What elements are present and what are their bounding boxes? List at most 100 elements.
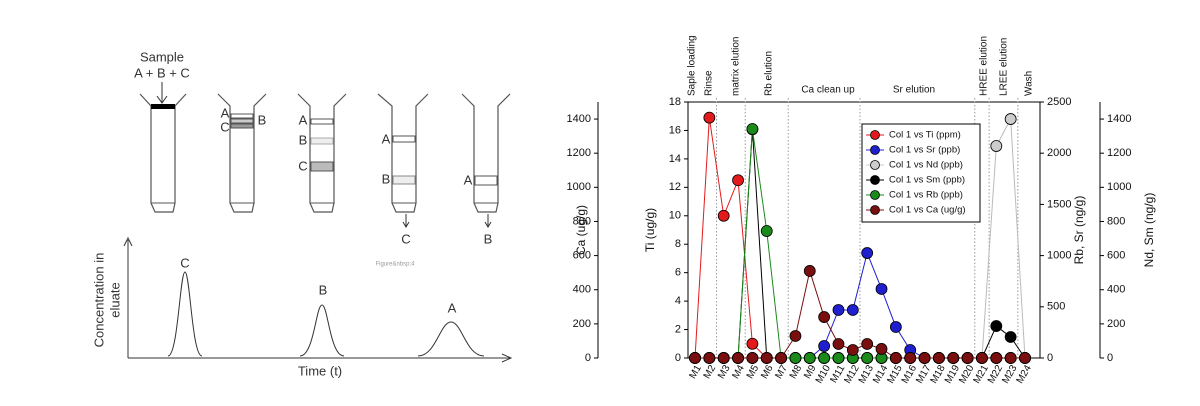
column [297, 93, 347, 213]
arrow-head [156, 95, 168, 104]
data-point [717, 209, 730, 222]
data-point [832, 304, 845, 316]
data-point [846, 344, 859, 356]
data-point [818, 340, 831, 352]
y-tick-label: 14 [669, 153, 681, 165]
band [474, 175, 498, 186]
mixture-label: A + B + C [134, 65, 190, 80]
data-point [1019, 352, 1031, 364]
data-point [1004, 352, 1017, 364]
y-tick-label: 600 [1107, 250, 1125, 262]
peak-label: C [180, 255, 189, 270]
x-tick-label: M5 [745, 363, 762, 381]
data-point [803, 352, 816, 364]
section-label: Saple loading [687, 35, 698, 96]
y-tick-label: 1000 [1047, 250, 1071, 262]
y-tick-label: 1500 [1047, 198, 1071, 210]
x-tick-label: M24 [1015, 363, 1034, 386]
y-tick-label: 8 [675, 238, 681, 250]
legend-marker [870, 145, 880, 155]
data-point [689, 352, 701, 364]
band-label: A [464, 172, 473, 187]
data-point [976, 352, 988, 364]
y-tick-label: 400 [1107, 284, 1125, 296]
data-point [933, 352, 945, 364]
data-point [861, 338, 874, 350]
arrow-head [484, 221, 492, 228]
y-tick-label: 2500 [1047, 96, 1071, 108]
legend-label: Col 1 vs Nd (ppb) [889, 160, 963, 171]
section-label: Rb elution [764, 51, 775, 96]
section-label: Sr elution [893, 85, 935, 96]
data-point [732, 352, 744, 364]
x-tick-label: M8 [788, 363, 805, 381]
legend-label: Col 1 vs Ti (ppm) [889, 130, 961, 141]
y-tick-label: 0 [1047, 352, 1053, 364]
band-label: C [298, 158, 307, 173]
y-tick-label: 200 [573, 318, 591, 330]
data-point [990, 320, 1003, 332]
band-label: A [299, 112, 308, 127]
y-tick-label: 1200 [567, 147, 591, 159]
data-point [703, 352, 716, 364]
data-point [990, 140, 1003, 152]
x-tick-label: M7 [773, 363, 790, 381]
sample-band [151, 104, 175, 109]
section-label: Ca clean up [801, 85, 855, 96]
data-point [832, 352, 845, 364]
data-point [760, 225, 773, 237]
data-point [703, 111, 716, 124]
peak [299, 304, 345, 357]
data-point [818, 311, 831, 323]
data-point [746, 337, 759, 350]
data-point [961, 352, 974, 364]
y-tick-label: 1400 [567, 113, 591, 125]
data-point [803, 265, 816, 277]
data-point [732, 174, 744, 187]
legend-box [861, 123, 981, 223]
data-point [789, 330, 802, 342]
band [392, 175, 416, 185]
y-tick-label: 1200 [1107, 147, 1131, 159]
y-tick-label: 400 [573, 284, 591, 296]
data-point [889, 321, 902, 333]
legend-marker [870, 205, 880, 215]
x-axis-label: Time (t) [298, 363, 342, 378]
band-label: A [221, 105, 230, 120]
y-tick-label: 1000 [567, 181, 591, 193]
y-axis-label: eluate [107, 282, 122, 317]
band [230, 123, 254, 129]
x-tick-label: M2 [702, 363, 719, 381]
data-point [789, 352, 802, 364]
y-axis-label: Nd, Sm (ng/g) [1142, 193, 1156, 268]
data-point [918, 352, 931, 364]
peak-label: B [319, 282, 328, 297]
y-tick-label: 2000 [1047, 147, 1071, 159]
column [217, 93, 267, 213]
band-label: B [299, 132, 308, 147]
legend-marker [870, 175, 880, 185]
data-point [875, 343, 888, 355]
y-tick-label: 0 [1107, 352, 1113, 364]
y-tick-label: 2 [675, 323, 681, 335]
band [310, 118, 334, 125]
arrow-head [123, 236, 133, 247]
y-axis-label: Rb, Sr (ng/g) [1072, 196, 1086, 265]
band [230, 118, 254, 124]
sample-label: Sample [140, 49, 184, 64]
legend-label: Col 1 vs Sr (ppb) [889, 145, 960, 156]
data-point [1004, 331, 1017, 343]
y-tick-label: 16 [669, 124, 681, 136]
y-tick-label: 600 [573, 250, 591, 262]
section-label: LREE elution [999, 38, 1010, 96]
data-point [832, 338, 845, 350]
y-tick-label: 10 [669, 210, 681, 222]
y-tick-label: 500 [1047, 301, 1065, 313]
band-label: B [258, 112, 267, 127]
y-tick-label: 18 [669, 96, 681, 108]
output-label: B [484, 231, 493, 246]
y-tick-label: 200 [1107, 318, 1125, 330]
data-point [875, 283, 888, 295]
x-tick-label: M3 [716, 363, 733, 381]
